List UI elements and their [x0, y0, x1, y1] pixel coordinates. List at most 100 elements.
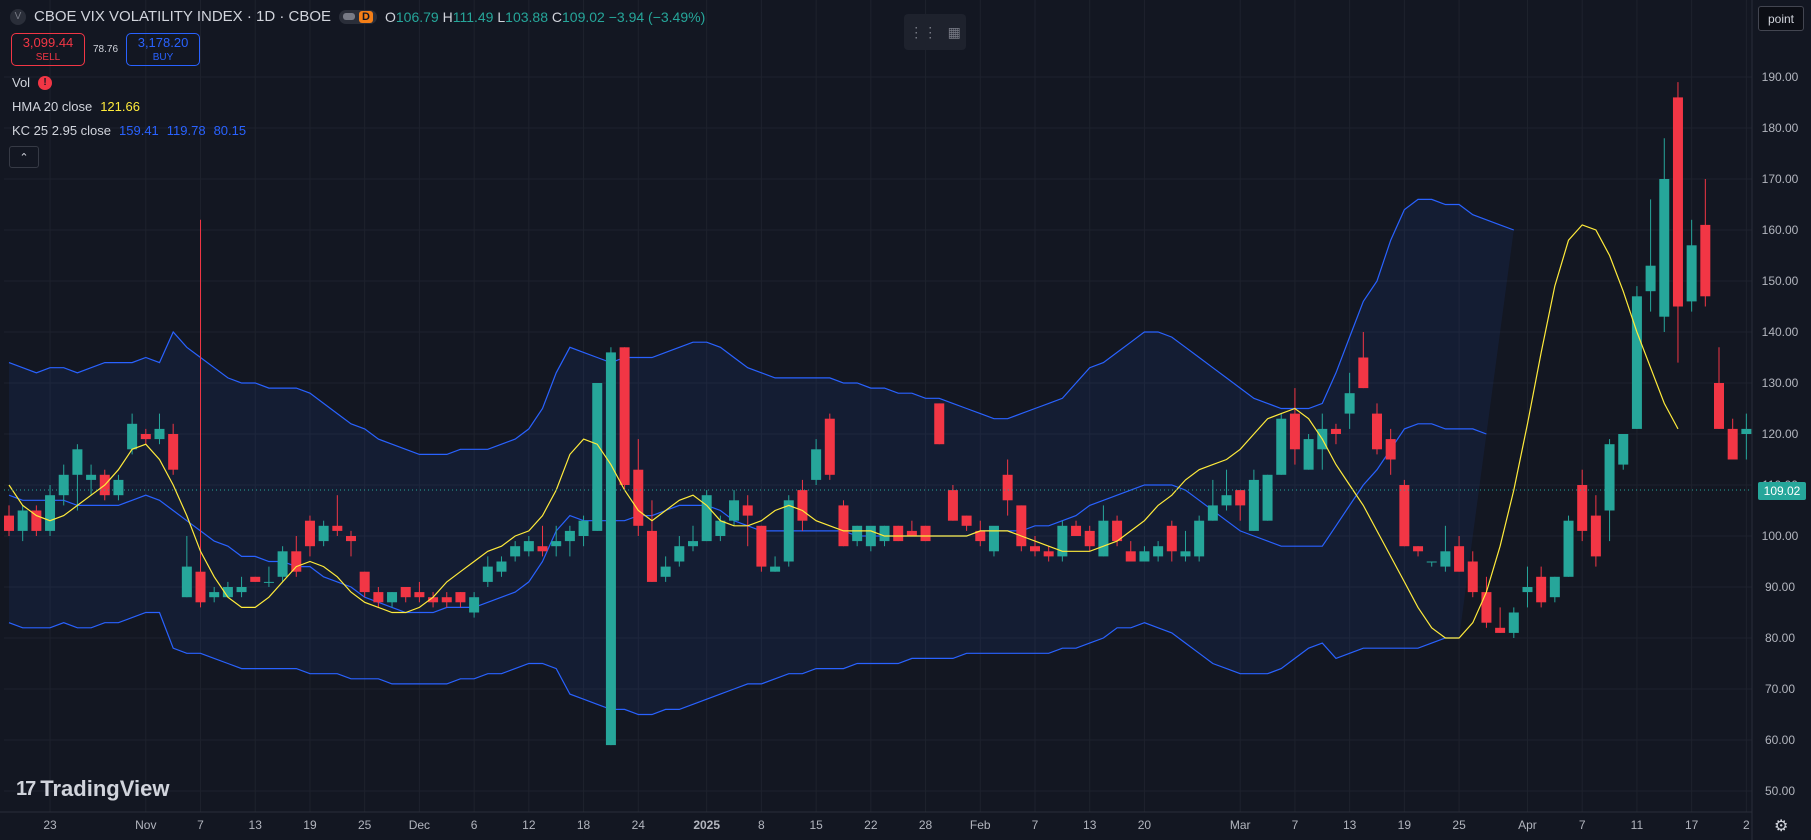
candle-body — [1563, 520, 1574, 577]
candle-body — [1426, 561, 1437, 563]
candle — [1084, 525, 1095, 552]
candle — [1043, 546, 1054, 562]
candle — [482, 556, 493, 587]
candle-body — [510, 546, 521, 557]
candle-body — [1645, 265, 1656, 292]
legend-hma[interactable]: HMA 20 close 121.66 — [12, 99, 140, 114]
candle-body — [1659, 179, 1670, 317]
kc-upper-value: 159.41 — [119, 123, 159, 138]
candle — [1262, 474, 1273, 521]
candle — [181, 536, 192, 598]
candle — [31, 505, 42, 536]
candle-body — [660, 566, 671, 577]
x-tick-label: 12 — [522, 818, 536, 832]
candle — [893, 525, 904, 542]
candle-body — [1481, 592, 1492, 623]
candle-body — [1057, 525, 1068, 557]
candle — [1413, 546, 1424, 557]
settings-gear-icon[interactable]: ⚙ — [1774, 818, 1789, 835]
candle-body — [291, 551, 302, 572]
x-tick-label: 6 — [471, 818, 478, 832]
candle — [1508, 607, 1519, 638]
candle-body — [1727, 428, 1738, 460]
x-tick-label: 2 — [1743, 818, 1750, 832]
candle-body — [674, 546, 685, 562]
candle-body — [1248, 479, 1259, 531]
candle — [605, 347, 616, 746]
candle — [1125, 541, 1136, 562]
candle — [1248, 469, 1259, 531]
x-tick-label: 25 — [1452, 818, 1466, 832]
candle — [1372, 403, 1382, 455]
legend-kc[interactable]: KC 25 2.95 close 159.41 119.78 80.15 — [12, 123, 246, 138]
candle-body — [1166, 525, 1177, 552]
candle — [168, 423, 179, 475]
candle-body — [1002, 474, 1013, 501]
candle — [277, 546, 288, 582]
candle-body — [496, 561, 507, 572]
candle-body — [1700, 224, 1711, 297]
logo-text: TradingView — [40, 776, 170, 801]
candle-body — [906, 530, 917, 536]
candle-body — [250, 576, 261, 582]
candle-body — [811, 449, 822, 480]
candle — [346, 530, 356, 557]
symbol-title[interactable]: CBOE VIX VOLATILITY INDEX · 1D · CBOE — [34, 8, 332, 25]
candle — [920, 525, 931, 542]
candle-body — [359, 571, 370, 593]
candle — [1139, 546, 1150, 562]
candle-body — [1536, 576, 1547, 603]
add-widget-icon[interactable]: ▦ — [947, 23, 961, 40]
candle — [496, 556, 507, 577]
warning-icon[interactable]: ! — [38, 75, 53, 90]
hma-label: HMA 20 close — [12, 99, 93, 114]
candle — [1645, 199, 1656, 312]
candle — [400, 587, 411, 603]
candle — [523, 536, 534, 557]
drag-handle-icon[interactable]: ⋮⋮ — [909, 23, 938, 40]
point-button[interactable]: point — [1758, 6, 1804, 31]
candle — [1030, 536, 1040, 557]
candle — [1714, 347, 1724, 429]
candle-body — [1385, 439, 1396, 460]
candle — [113, 474, 124, 501]
candle-body — [387, 592, 398, 603]
candle-body — [263, 581, 274, 583]
candle-body — [140, 434, 151, 440]
candle — [660, 556, 671, 582]
buy-button[interactable]: 3,178.20 BUY — [126, 33, 201, 66]
sell-price: 3,099.44 — [22, 34, 74, 50]
legend-vol[interactable]: Vol ! — [12, 75, 53, 90]
candle — [688, 525, 698, 552]
candle — [387, 592, 398, 608]
sell-button[interactable]: 3,099.44 SELL — [11, 33, 85, 66]
candle-body — [455, 592, 466, 603]
candle — [1289, 388, 1300, 465]
candle — [729, 490, 740, 526]
close-value: 109.02 — [562, 8, 605, 25]
candle — [441, 592, 452, 608]
candle — [1344, 372, 1355, 429]
candle — [469, 592, 480, 618]
candle-body — [414, 592, 425, 598]
visibility-icon[interactable] — [343, 13, 356, 20]
candle — [1467, 551, 1478, 598]
x-tick-label: 7 — [1292, 818, 1299, 832]
candle-body — [1125, 551, 1136, 562]
x-tick-label: 13 — [1343, 818, 1357, 832]
candle — [195, 219, 206, 608]
kc-middle-value: 119.78 — [166, 123, 206, 138]
x-tick-label: 13 — [249, 818, 263, 832]
candle-body — [127, 423, 138, 450]
spread-value: 78.76 — [93, 44, 119, 55]
candle — [250, 576, 261, 582]
collapse-legend-button[interactable]: ⌃ — [9, 146, 39, 168]
candle-body — [756, 525, 767, 567]
x-tick-label: Nov — [135, 818, 156, 832]
candle-body — [879, 525, 890, 542]
candle-body — [1741, 428, 1752, 434]
candle-body — [688, 541, 698, 547]
candle-body — [469, 597, 480, 613]
y-tick-label: 140.00 — [1762, 325, 1799, 339]
